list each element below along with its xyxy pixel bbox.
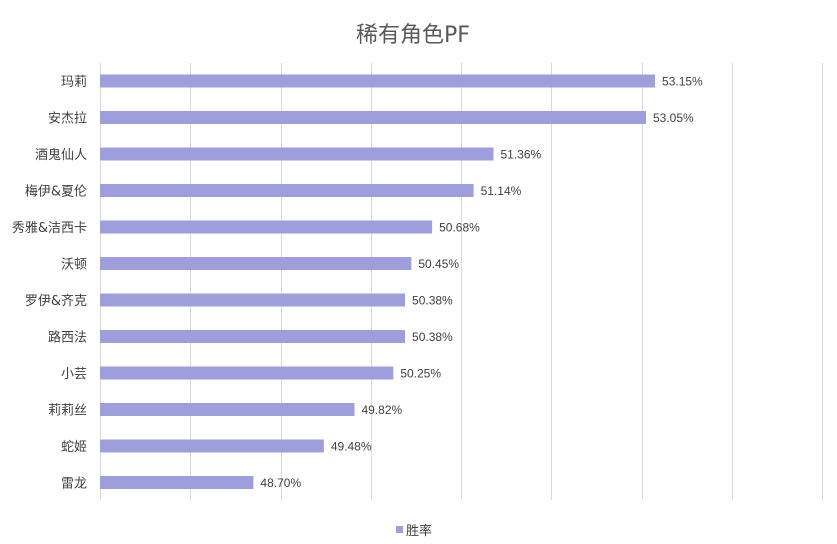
category-label: 玛莉 [61, 75, 87, 90]
category-label: 秀雅&洁西卡 [12, 221, 87, 236]
bar [100, 111, 647, 124]
data-label: 49.82% [362, 403, 403, 417]
bar [100, 293, 406, 307]
data-label: 51.36% [500, 148, 541, 162]
bar [100, 476, 254, 489]
data-label: 50.45% [418, 257, 459, 271]
category-label: 路西法 [48, 330, 87, 346]
category-label: 酒鬼仙人 [35, 147, 87, 163]
bar [100, 257, 412, 270]
bar [100, 147, 494, 161]
bar [100, 330, 406, 343]
data-label: 53.05% [653, 111, 694, 125]
bar [100, 220, 433, 234]
data-label: 50.38% [412, 294, 453, 308]
bar [100, 184, 474, 197]
category-label: 沃顿 [61, 258, 87, 273]
data-labels: 53.15% 53.05% 51.36% 51.14% 50.68% 50.45% 50.3… [260, 75, 703, 491]
bar [100, 74, 656, 88]
category-label: 雷龙 [61, 477, 87, 492]
bar [100, 366, 394, 380]
category-label: 梅伊&夏伦 [25, 185, 87, 200]
category-label: 安杰拉 [48, 112, 87, 127]
data-label: 50.38% [412, 330, 453, 344]
legend: 胜率 [396, 523, 432, 539]
data-label: 51.14% [481, 184, 522, 198]
category-label: 莉莉丝 [48, 404, 87, 419]
data-label: 50.68% [439, 221, 480, 235]
legend-label: 胜率 [406, 523, 432, 539]
data-label: 48.70% [260, 476, 301, 490]
category-label: 小芸 [61, 366, 87, 382]
grid [100, 63, 823, 500]
bars [100, 74, 656, 489]
data-label: 49.48% [331, 440, 372, 454]
category-label: 罗伊&齐克 [25, 293, 87, 309]
data-label: 50.25% [400, 367, 441, 381]
data-label: 53.15% [662, 75, 703, 89]
bar [100, 439, 324, 453]
chart-title: 稀有角色PF [356, 23, 470, 48]
legend-swatch [396, 526, 403, 533]
category-label: 蛇姬 [61, 440, 87, 455]
bar [100, 403, 355, 416]
